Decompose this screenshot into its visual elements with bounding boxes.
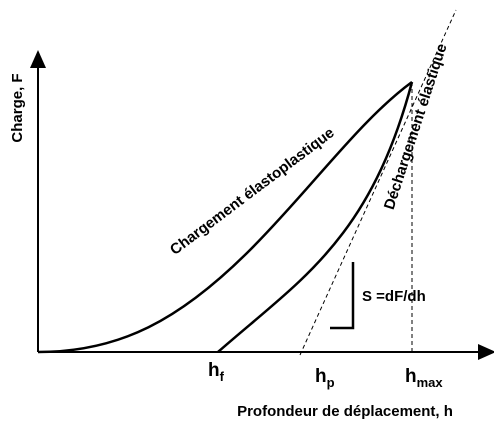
point-label: hf bbox=[208, 360, 225, 384]
loading-label: Chargement élastoplastique bbox=[167, 124, 338, 258]
slope-triangle bbox=[330, 262, 355, 330]
y-axis-label: Charge, F bbox=[9, 73, 26, 142]
point-base: h bbox=[208, 360, 220, 381]
unloading-curve bbox=[217, 81, 414, 353]
point-base: h bbox=[405, 366, 417, 387]
point-label: hmax bbox=[405, 366, 443, 390]
point-sub: p bbox=[327, 375, 335, 390]
point-label: hp bbox=[315, 366, 335, 390]
tangent-line bbox=[299, 9, 457, 356]
point-base: h bbox=[315, 366, 327, 387]
point-sub: max bbox=[417, 375, 444, 390]
unloading-label: Déchargement élastique bbox=[381, 42, 451, 212]
stiffness-label: S =dF/dh bbox=[362, 288, 426, 305]
loading-curve bbox=[37, 80, 413, 354]
point-sub: f bbox=[220, 369, 225, 384]
x-axis-label: Profondeur de déplacement, h bbox=[237, 403, 453, 420]
